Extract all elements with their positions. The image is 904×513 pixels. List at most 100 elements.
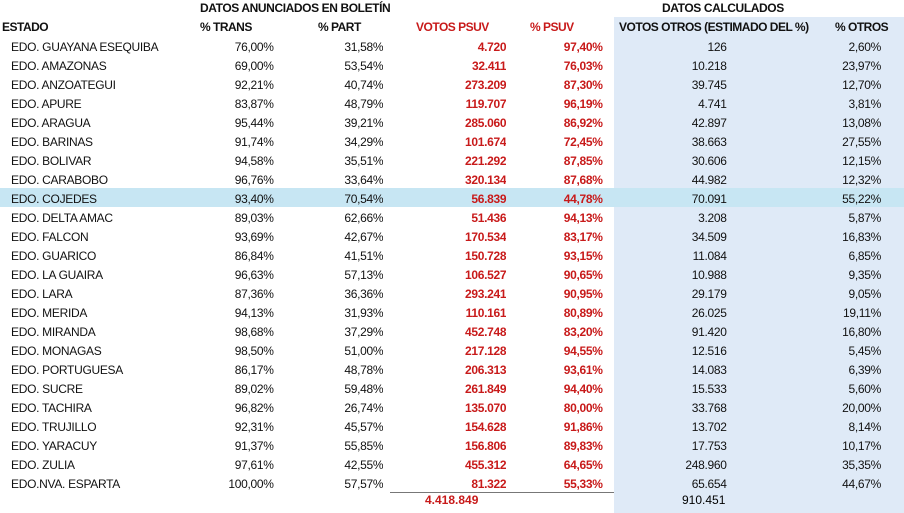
cell-pct-otros: 8,14%: [848, 419, 881, 434]
cell-pct-otros: 13,08%: [842, 115, 881, 130]
cell-pct-otros: 12,15%: [842, 153, 881, 168]
cell-votos-psuv: 101.674: [465, 134, 507, 149]
cell-votos-otros: 11.084: [692, 248, 727, 263]
cell-pct-psuv: 89,83%: [563, 438, 603, 453]
cell-trans: 97,61%: [234, 457, 274, 472]
cell-pct-psuv: 90,95%: [563, 286, 603, 301]
cell-trans: 92,21%: [234, 77, 274, 92]
cell-part: 42,55%: [344, 457, 384, 472]
cell-votos-otros: 14.083: [691, 362, 727, 377]
cell-pct-psuv: 87,85%: [563, 153, 603, 168]
cell-votos-otros: 15.533: [691, 381, 727, 396]
table-row: EDO. GUARICO 86,84% 41,51% 150.728 93,15% 11.…: [0, 246, 904, 265]
cell-votos-psuv: 217.128: [465, 343, 507, 358]
table-row: EDO. LARA 87,36% 36,36% 293.241 90,95% 29.179…: [0, 284, 904, 303]
cell-votos-otros: 126: [707, 39, 727, 54]
cell-votos-otros: 3.208: [698, 210, 727, 225]
cell-estado: EDO. BARINAS: [11, 134, 93, 149]
cell-estado: EDO. APURE: [11, 96, 82, 111]
cell-estado: EDO. ARAGUA: [11, 115, 91, 130]
cell-votos-otros: 70.091: [691, 191, 727, 206]
table-row: EDO. YARACUY 91,37% 55,85% 156.806 89,83% 17.…: [0, 436, 904, 455]
cell-part: 40,74%: [344, 77, 384, 92]
cell-estado: EDO. LA GUAIRA: [11, 267, 103, 282]
cell-part: 57,57%: [344, 476, 384, 491]
table-row: EDO. AMAZONAS 69,00% 53,54% 32.411 76,03% 10.…: [0, 56, 904, 75]
cell-votos-otros: 17.753: [691, 438, 727, 453]
cell-pct-psuv: 76,03%: [563, 58, 603, 73]
cell-votos-psuv: 170.534: [465, 229, 507, 244]
cell-votos-psuv: 32.411: [472, 58, 507, 73]
column-header-pct-psuv: % PSUV: [530, 20, 574, 34]
table-row: EDO. BARINAS 91,74% 34,29% 101.674 72,45% 38.…: [0, 132, 904, 151]
cell-pct-psuv: 83,20%: [563, 324, 603, 339]
cell-votos-otros: 29.179: [691, 286, 727, 301]
cell-pct-psuv: 87,30%: [563, 77, 603, 92]
cell-trans: 98,50%: [234, 343, 274, 358]
cell-pct-otros: 44,67%: [842, 476, 881, 491]
cell-votos-psuv: 320.134: [465, 172, 507, 187]
cell-votos-otros: 248.960: [685, 457, 727, 472]
cell-votos-otros: 30.606: [691, 153, 727, 168]
table-row: EDO. TRUJILLO 92,31% 45,57% 154.628 91,86% 13…: [0, 417, 904, 436]
cell-estado: EDO. LARA: [11, 286, 73, 301]
cell-pct-otros: 12,32%: [842, 172, 881, 187]
cell-part: 57,13%: [344, 267, 384, 282]
cell-votos-psuv: 261.849: [465, 381, 507, 396]
table-row: EDO. ZULIA 97,61% 42,55% 455.312 64,65% 248.9…: [0, 455, 904, 474]
cell-votos-otros: 12.516: [691, 343, 727, 358]
cell-votos-otros: 33.768: [691, 400, 727, 415]
table-row: EDO. CARABOBO 96,76% 33,64% 320.134 87,68% 44…: [0, 170, 904, 189]
cell-pct-otros: 9,05%: [848, 286, 881, 301]
cell-votos-psuv: 150.728: [465, 248, 507, 263]
calculated-total-background: [614, 494, 820, 512]
cell-estado: EDO. MIRANDA: [11, 324, 96, 339]
cell-votos-otros: 4.741: [698, 96, 727, 111]
table-row: EDO. SUCRE 89,02% 59,48% 261.849 94,40% 15.53…: [0, 379, 904, 398]
cell-estado: EDO. GUAYANA ESEQUIBA: [11, 39, 159, 54]
cell-votos-psuv: 452.748: [465, 324, 507, 339]
cell-pct-otros: 5,45%: [848, 343, 881, 358]
cell-pct-psuv: 86,92%: [563, 115, 603, 130]
cell-pct-otros: 5,60%: [848, 381, 881, 396]
cell-votos-psuv: 110.161: [465, 305, 507, 320]
table-row: EDO. MONAGAS 98,50% 51,00% 217.128 94,55% 12.…: [0, 341, 904, 360]
table-row: EDO.NVA. ESPARTA 100,00% 57,57% 81.322 55,33…: [0, 474, 904, 493]
cell-trans: 98,68%: [234, 324, 274, 339]
cell-trans: 86,17%: [234, 362, 274, 377]
cell-pct-otros: 6,39%: [848, 362, 881, 377]
cell-part: 39,21%: [344, 115, 384, 130]
cell-pct-otros: 27,55%: [842, 134, 881, 149]
cell-votos-psuv: 81.322: [471, 476, 507, 491]
cell-pct-psuv: 87,68%: [563, 172, 603, 187]
cell-trans: 96,76%: [234, 172, 274, 187]
table-row: EDO. APURE 83,87% 48,79% 119.707 96,19% 4.741…: [0, 94, 904, 113]
cell-votos-otros: 39.745: [691, 77, 727, 92]
cell-trans: 93,40%: [234, 191, 274, 206]
table-row: EDO. LA GUAIRA 96,63% 57,13% 106.527 90,65% 1…: [0, 265, 904, 284]
total-rule-psuv: [390, 492, 614, 493]
cell-votos-psuv: 106.527: [465, 267, 507, 282]
cell-votos-otros: 42.897: [691, 115, 727, 130]
cell-trans: 83,87%: [234, 96, 274, 111]
cell-votos-psuv: 119.707: [465, 96, 507, 111]
cell-votos-psuv: 156.806: [465, 438, 507, 453]
cell-estado: EDO. GUARICO: [11, 248, 97, 263]
cell-pct-otros: 16,83%: [842, 229, 881, 244]
highlighted-row-band: [0, 188, 904, 207]
cell-part: 48,78%: [344, 362, 384, 377]
cell-votos-otros: 38.663: [691, 134, 727, 149]
cell-pct-psuv: 97,40%: [563, 39, 603, 54]
cell-pct-psuv: 83,17%: [563, 229, 603, 244]
cell-votos-psuv: 206.313: [465, 362, 507, 377]
cell-pct-psuv: 80,00%: [563, 400, 603, 415]
table-row: EDO. ANZOATEGUI 92,21% 40,74% 273.209 87,30%…: [0, 75, 904, 94]
table-row: EDO. BOLIVAR 94,58% 35,51% 221.292 87,85% 30.…: [0, 151, 904, 170]
table-row: EDO. ARAGUA 95,44% 39,21% 285.060 86,92% 42.8…: [0, 113, 904, 132]
cell-part: 70,54%: [344, 191, 384, 206]
cell-part: 33,64%: [344, 172, 384, 187]
cell-pct-otros: 6,85%: [848, 248, 881, 263]
cell-votos-otros: 26.025: [691, 305, 727, 320]
cell-votos-otros: 65.654: [691, 476, 727, 491]
cell-trans: 92,31%: [234, 419, 274, 434]
